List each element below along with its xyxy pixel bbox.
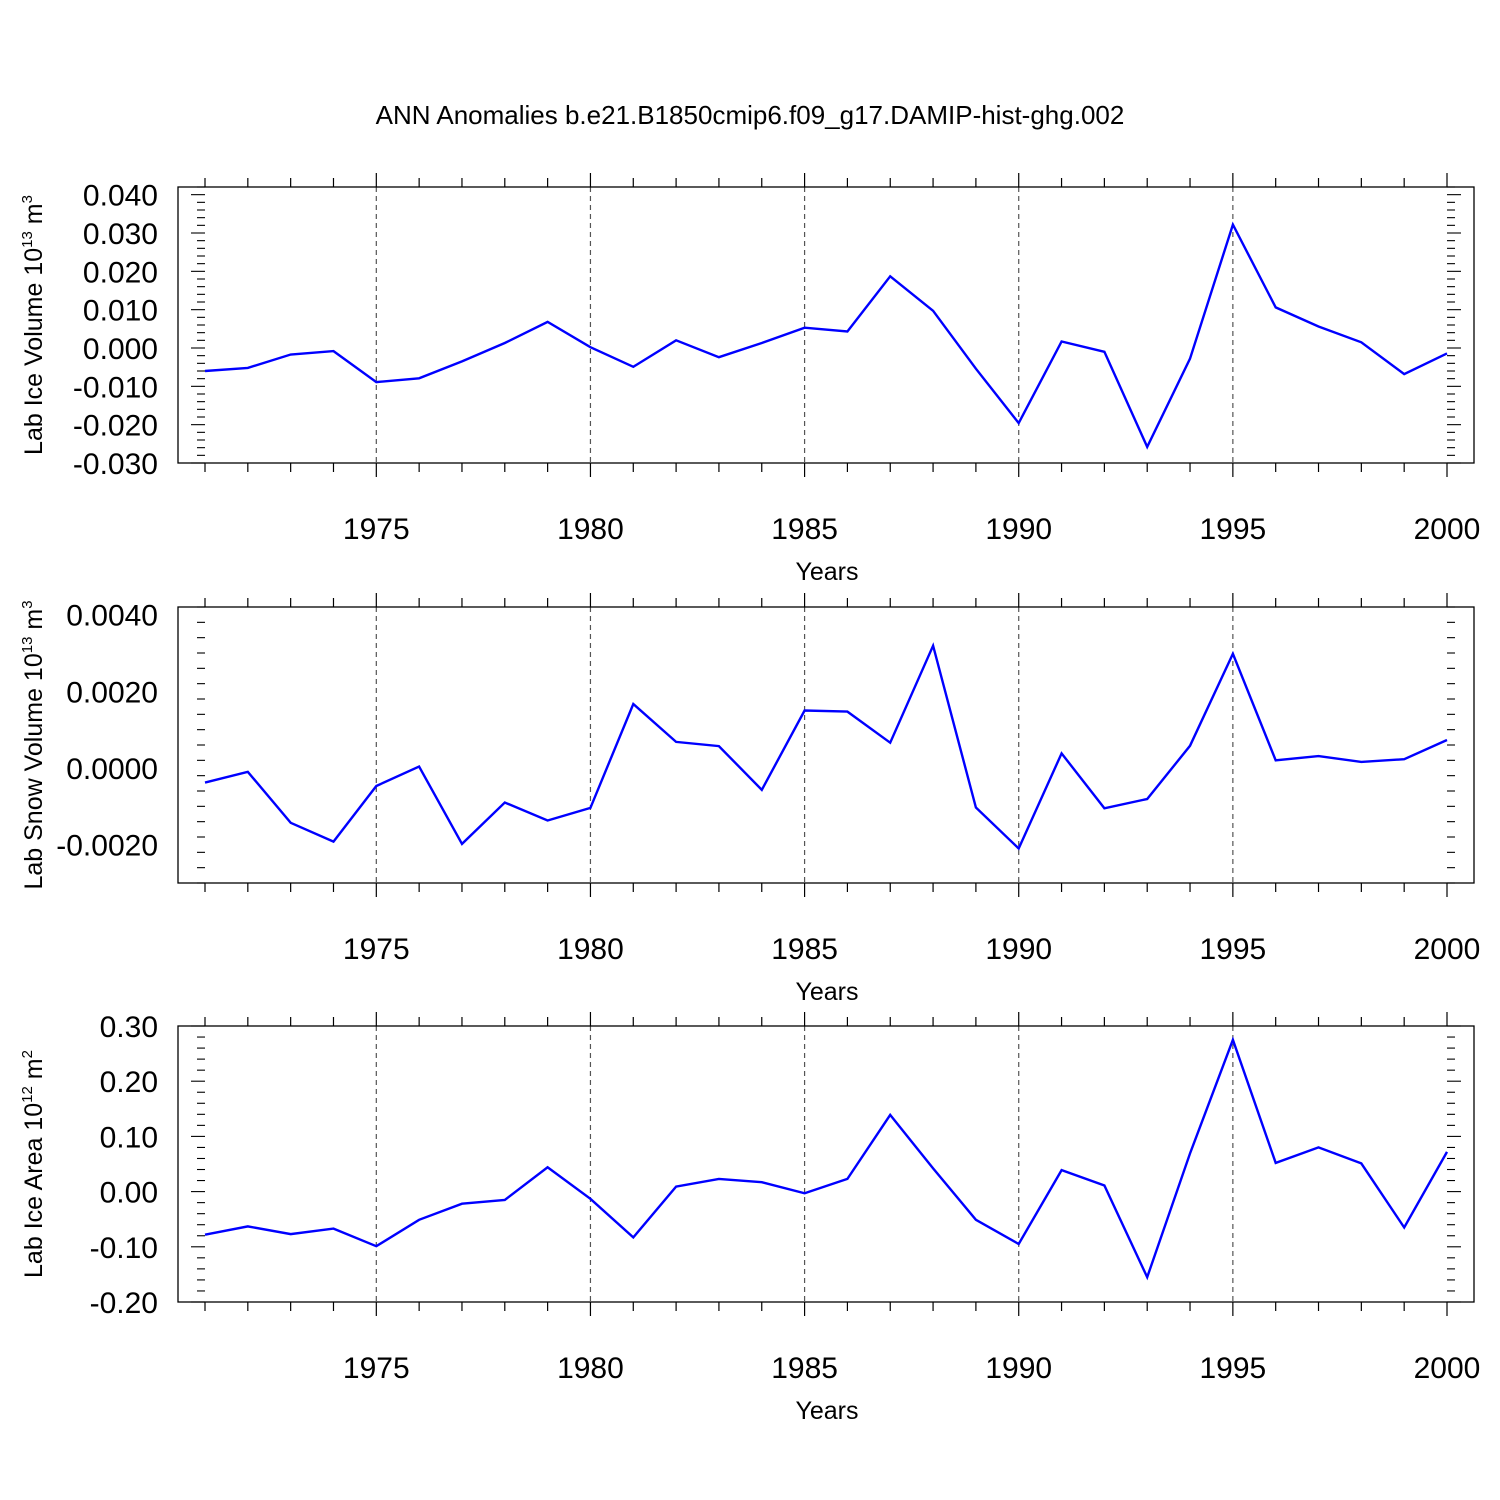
x-tick-label: 1990 <box>985 513 1052 546</box>
x-tick-label: 1975 <box>343 933 410 966</box>
y-axis-title: Lab Snow Volume 1013 m3 <box>19 600 48 889</box>
x-tick-label: 1985 <box>771 933 838 966</box>
y-tick-label: 0.20 <box>100 1066 158 1099</box>
panel-1: 0.040 0.030 0.020 0.010 0.000 -0.010 -0.020 -0.… <box>19 173 1480 586</box>
x-tick-label: 1980 <box>557 513 624 546</box>
x-tick-label: 1990 <box>985 1352 1052 1385</box>
panel-2: 0.0040 0.0020 0.0000 -0.0020 1975 1980 1985 199… <box>19 593 1480 1006</box>
x-tick-label: 1975 <box>343 1352 410 1385</box>
plot-frame <box>177 1025 1475 1303</box>
chart-title: ANN Anomalies b.e21.B1850cmip6.f09_g17.D… <box>376 100 1125 130</box>
y-tick-label: 0.0020 <box>66 676 158 709</box>
y-tick-label: 0.30 <box>100 1011 158 1044</box>
x-axis-title: Years <box>795 1397 858 1425</box>
x-tick-label: 2000 <box>1414 1352 1481 1385</box>
x-tick-label: 1980 <box>557 1352 624 1385</box>
x-tick-label: 1995 <box>1199 933 1266 966</box>
y-tick-label: 0.030 <box>83 218 158 251</box>
x-tick-label: 1980 <box>557 933 624 966</box>
x-tick-label: 1985 <box>771 513 838 546</box>
x-tick-label: 2000 <box>1414 933 1481 966</box>
plot-frame <box>177 606 1475 884</box>
x-axis-title: Years <box>795 978 858 1006</box>
y-axis-title: Lab Ice Area 1012 m2 <box>19 1050 48 1278</box>
y-tick-label: 0.040 <box>83 180 158 213</box>
data-line <box>204 1036 1449 1281</box>
x-tick-label: 1990 <box>985 933 1052 966</box>
data-line <box>204 221 1448 450</box>
y-tick-label: -0.030 <box>73 448 158 481</box>
panels: 0.040 0.030 0.020 0.010 0.000 -0.010 -0.020 -0.… <box>19 173 1480 1425</box>
x-tick-label: 2000 <box>1414 513 1481 546</box>
y-tick-label: 0.020 <box>83 256 158 289</box>
y-tick-label: -0.0020 <box>56 830 158 863</box>
x-tick-label: 1995 <box>1199 513 1266 546</box>
y-tick-label: -0.020 <box>73 410 158 443</box>
x-axis-title: Years <box>795 558 858 586</box>
panel-3: 0.30 0.20 0.10 0.00 -0.10 -0.20 1975 1980 1985 19… <box>19 1011 1480 1425</box>
y-tick-label: -0.20 <box>90 1287 158 1320</box>
y-tick-label: -0.10 <box>90 1232 158 1265</box>
x-tick-label: 1995 <box>1199 1352 1266 1385</box>
x-tick-label: 1985 <box>771 1352 838 1385</box>
y-tick-label: 0.10 <box>100 1121 158 1154</box>
y-tick-label: -0.010 <box>73 371 158 404</box>
x-tick-label: 1975 <box>343 513 410 546</box>
y-tick-label: 0.00 <box>100 1177 158 1210</box>
y-tick-label: 0.010 <box>83 295 158 328</box>
y-tick-label: 0.0040 <box>66 600 158 633</box>
data-line <box>204 642 1448 851</box>
y-tick-label: 0.0000 <box>66 753 158 786</box>
y-axis-title: Lab Ice Volume 1013 m3 <box>19 195 48 455</box>
y-tick-label: 0.000 <box>83 333 158 366</box>
plot-frame <box>177 186 1475 464</box>
